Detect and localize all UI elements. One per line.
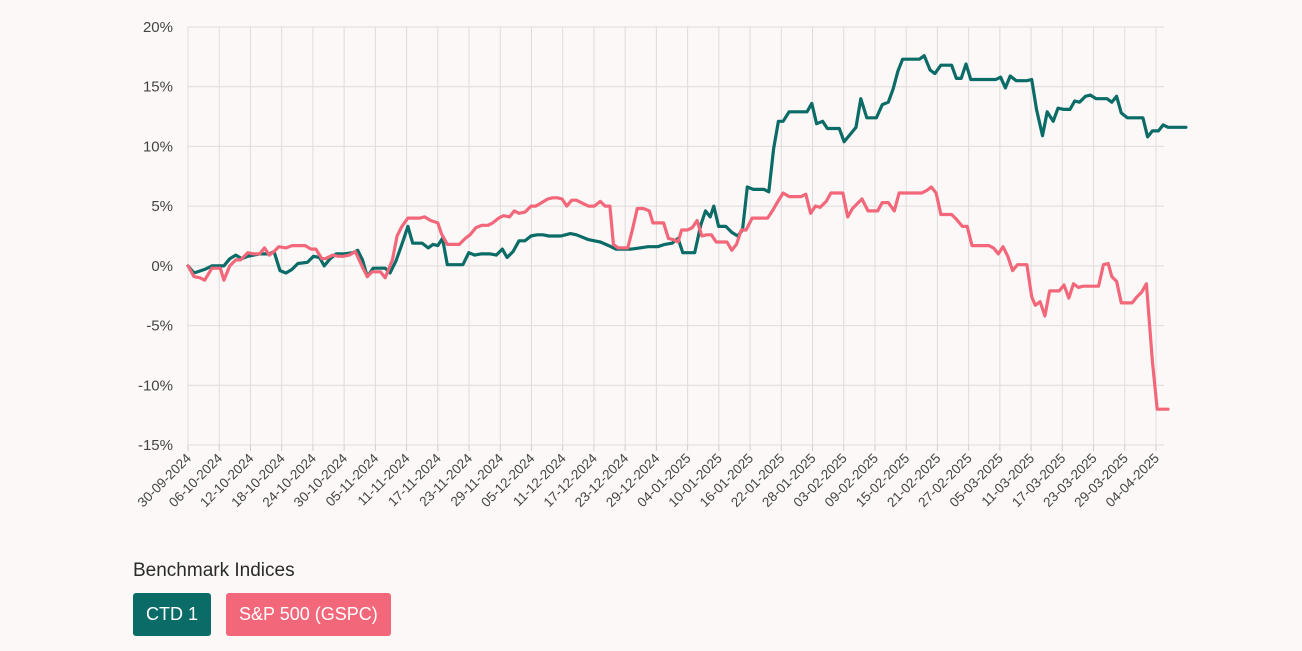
line-chart: 20% 15% 10% 5% 0% -5% -10% -15% 30-09-202406-10… bbox=[135, 19, 1188, 510]
y-tick-label: 0% bbox=[151, 258, 173, 275]
legend-item-ctd1[interactable]: CTD 1 bbox=[133, 593, 212, 636]
y-tick-label: 10% bbox=[143, 138, 173, 155]
legend-item-sp500[interactable]: S&P 500 (GSPC) bbox=[226, 593, 391, 636]
y-axis-ticks: 20% 15% 10% 5% 0% -5% -10% -15% bbox=[138, 19, 173, 454]
y-tick-label: -15% bbox=[138, 437, 173, 454]
y-tick-label: -10% bbox=[138, 377, 173, 394]
horizontal-gridlines bbox=[188, 26, 1164, 446]
y-tick-label: 15% bbox=[143, 79, 173, 96]
series-lines bbox=[186, 54, 1188, 411]
x-axis-ticks: 30-09-202406-10-202412-10-202418-10-2024… bbox=[135, 445, 1162, 510]
series-line-sp500 bbox=[186, 185, 1170, 411]
vertical-gridlines bbox=[187, 27, 1157, 445]
legend-title: Benchmark Indices bbox=[133, 560, 295, 581]
y-tick-label: 20% bbox=[143, 19, 173, 36]
legend: CTD 1 S&P 500 (GSPC) bbox=[133, 593, 391, 636]
y-tick-label: -5% bbox=[146, 318, 173, 335]
y-tick-label: 5% bbox=[151, 198, 173, 215]
series-line-ctd1 bbox=[186, 54, 1188, 279]
